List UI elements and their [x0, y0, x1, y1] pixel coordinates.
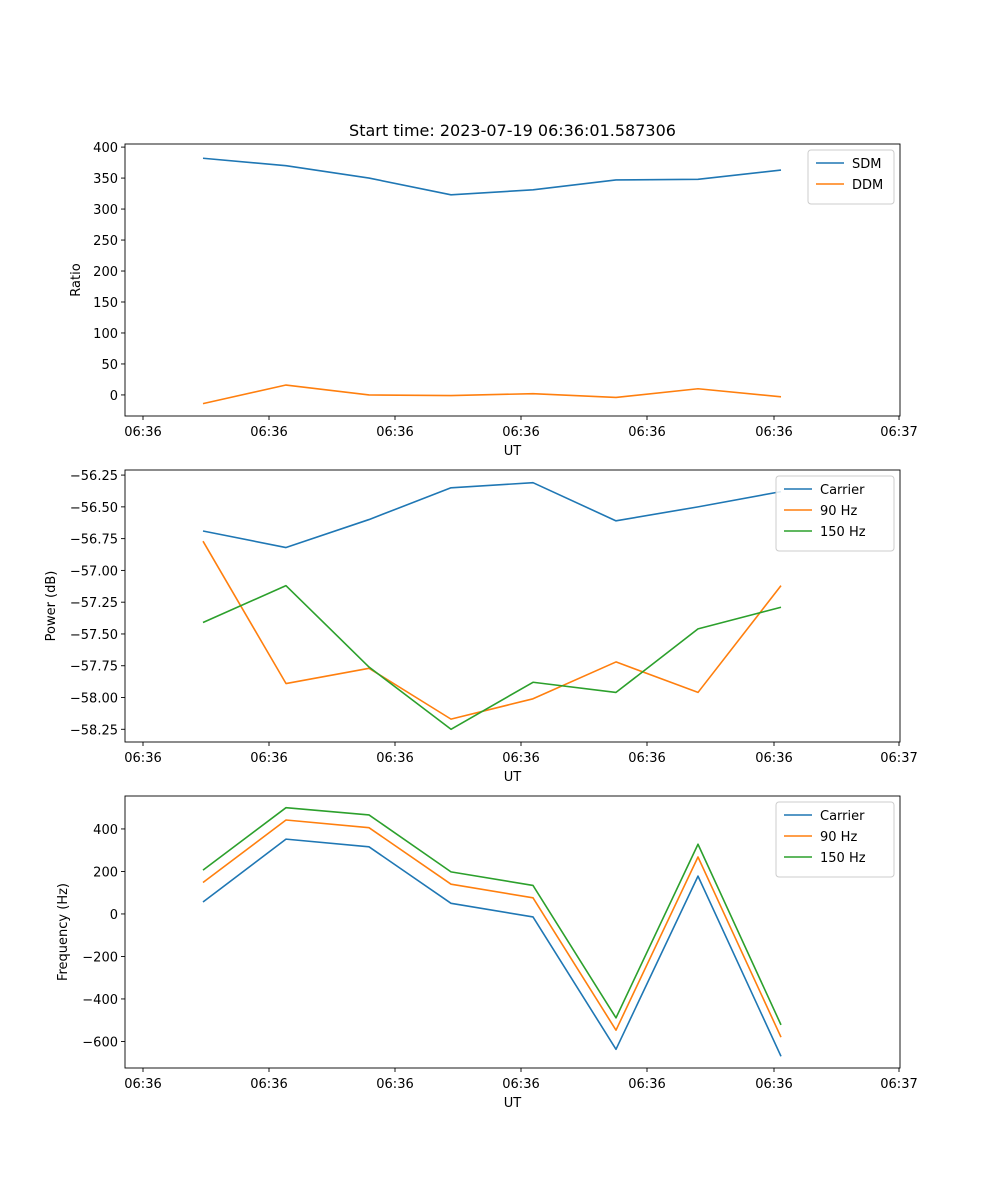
y-tick-label: 400	[93, 823, 118, 838]
x-axis-label: UT	[504, 444, 522, 459]
y-tick-label: −57.75	[70, 660, 118, 675]
x-tick-label: 06:36	[628, 425, 665, 440]
legend-label: 90 Hz	[820, 504, 857, 519]
y-tick-label: −57.00	[70, 564, 118, 579]
legend-label: 90 Hz	[820, 830, 857, 845]
series-line-150-hz	[202, 806, 782, 1026]
y-tick-label: 400	[93, 141, 118, 156]
y-axis-label: Ratio	[69, 263, 84, 296]
x-tick-label: 06:36	[376, 751, 413, 766]
y-tick-label: 100	[93, 327, 118, 342]
x-tick-label: 06:37	[880, 751, 917, 766]
x-axis-label: UT	[504, 770, 522, 785]
y-tick-label: −57.50	[70, 628, 118, 643]
y-axis-label: Power (dB)	[44, 571, 59, 642]
y-tick-label: −200	[82, 950, 118, 965]
x-tick-label: 06:37	[880, 1077, 917, 1092]
chart-title: Start time: 2023-07-19 06:36:01.587306	[349, 121, 676, 140]
series-line-ddm	[202, 384, 782, 405]
x-tick-label: 06:36	[376, 425, 413, 440]
plot-area-frame	[124, 143, 901, 417]
series-line-90-hz	[202, 540, 782, 720]
y-tick-label: −56.25	[70, 469, 118, 484]
y-tick-label: −58.25	[70, 723, 118, 738]
x-tick-label: 06:36	[755, 1077, 792, 1092]
y-tick-label: 50	[101, 358, 118, 373]
x-tick-label: 06:36	[628, 1077, 665, 1092]
x-tick-label: 06:36	[502, 425, 539, 440]
x-tick-label: 06:36	[376, 1077, 413, 1092]
x-tick-label: 06:36	[502, 751, 539, 766]
y-tick-label: 300	[93, 203, 118, 218]
series-line-carrier	[202, 838, 782, 1057]
y-tick-label: −57.25	[70, 596, 118, 611]
legend-label: SDM	[852, 157, 881, 172]
y-tick-label: −400	[82, 993, 118, 1008]
x-tick-label: 06:36	[502, 1077, 539, 1092]
x-tick-label: 06:36	[628, 751, 665, 766]
y-tick-label: −56.75	[70, 533, 118, 548]
series-line-150-hz	[202, 584, 782, 731]
x-tick-label: 06:36	[755, 425, 792, 440]
legend-box	[775, 475, 895, 552]
series-line-90-hz	[202, 819, 782, 1038]
legend-label: 150 Hz	[820, 525, 866, 540]
series-line-sdm	[202, 157, 782, 196]
x-axis-label: UT	[504, 1096, 522, 1111]
y-tick-label: 0	[110, 908, 118, 923]
plot-area-frame	[124, 469, 901, 743]
plot-area-frame	[124, 795, 901, 1069]
x-tick-label: 06:36	[250, 751, 287, 766]
x-tick-label: 06:36	[250, 425, 287, 440]
y-tick-label: −600	[82, 1035, 118, 1050]
y-tick-label: 0	[110, 389, 118, 404]
x-tick-label: 06:36	[124, 751, 161, 766]
y-tick-label: 200	[93, 265, 118, 280]
x-tick-label: 06:36	[250, 1077, 287, 1092]
legend-box	[775, 801, 895, 878]
x-tick-label: 06:36	[124, 1077, 161, 1092]
y-tick-label: 250	[93, 234, 118, 249]
legend-label: 150 Hz	[820, 851, 866, 866]
y-tick-label: 150	[93, 296, 118, 311]
x-tick-label: 06:36	[755, 751, 792, 766]
y-tick-label: 200	[93, 865, 118, 880]
y-axis-label: Frequency (Hz)	[56, 883, 71, 981]
y-tick-label: −58.00	[70, 692, 118, 707]
y-tick-label: 350	[93, 172, 118, 187]
y-tick-label: −56.50	[70, 501, 118, 516]
series-line-carrier	[202, 481, 782, 549]
x-tick-label: 06:36	[124, 425, 161, 440]
legend-label: Carrier	[820, 809, 865, 824]
legend-label: DDM	[852, 178, 883, 193]
x-tick-label: 06:37	[880, 425, 917, 440]
legend-label: Carrier	[820, 483, 865, 498]
